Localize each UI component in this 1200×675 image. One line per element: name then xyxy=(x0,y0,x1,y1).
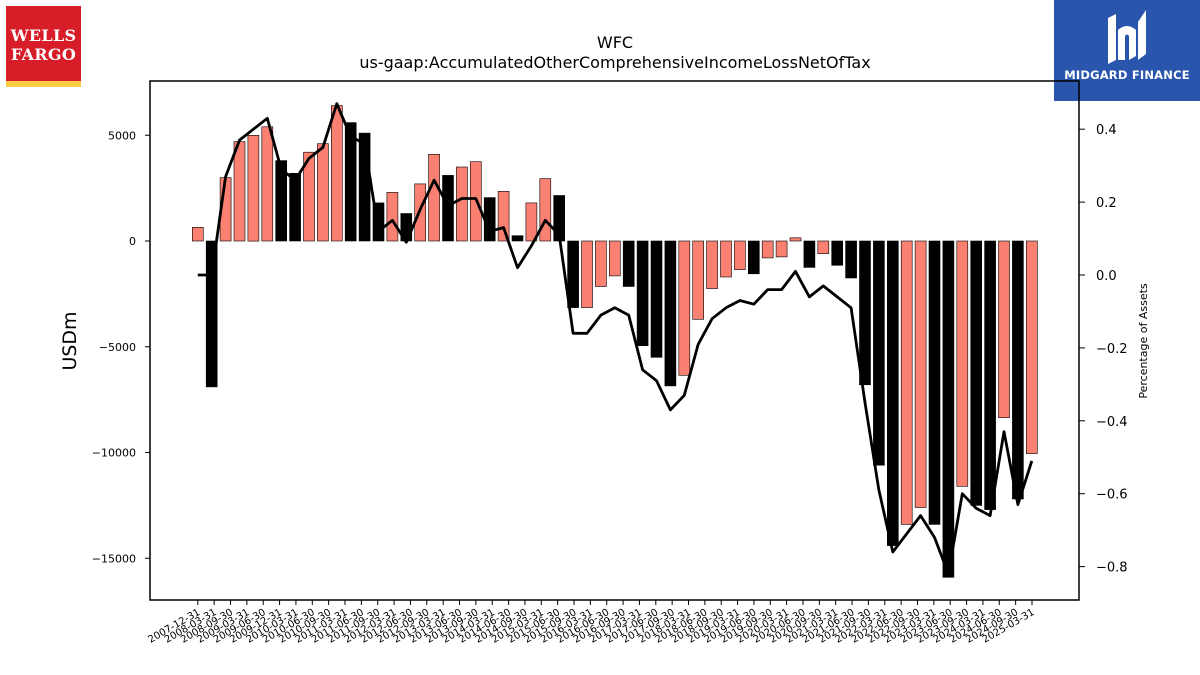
y2-axis-label: Percentage of Assets xyxy=(1137,283,1150,399)
y2-tick-label: −0.2 xyxy=(1096,342,1128,357)
percentage-of-assets-line xyxy=(197,102,1034,576)
bar xyxy=(914,240,927,508)
bar xyxy=(859,240,871,386)
bar xyxy=(511,235,524,242)
bar xyxy=(956,240,969,487)
bar xyxy=(539,178,552,242)
bar xyxy=(761,240,774,259)
chart-subtitle: us-gaap:AccumulatedOtherComprehensiveInc… xyxy=(359,53,870,72)
wells-fargo-logo-stripe xyxy=(6,81,81,87)
bar xyxy=(692,240,705,320)
y2-tick-label: 0.2 xyxy=(1096,196,1117,211)
y-axis-label: USDm xyxy=(59,311,81,370)
bar xyxy=(845,240,857,279)
bar xyxy=(428,154,440,242)
wells-fargo-logo: WELLS FARGO xyxy=(6,6,81,87)
y2-tick-label: 0.4 xyxy=(1096,123,1117,138)
bar xyxy=(192,227,204,242)
bar xyxy=(442,175,454,242)
bar xyxy=(317,143,329,242)
bar xyxy=(303,151,315,242)
bar xyxy=(942,240,955,578)
axes: 5000 0 −5000 −10000 −15000 0.4 0.2 0.0 −0.2 −0.4 −… xyxy=(92,123,1128,645)
bar xyxy=(233,141,246,242)
bar xyxy=(636,240,649,346)
wells-fargo-logo-line-2: FARGO xyxy=(10,45,77,64)
bar xyxy=(456,166,468,242)
bar xyxy=(998,240,1010,418)
bar xyxy=(747,240,760,275)
bar xyxy=(330,105,343,242)
bar xyxy=(581,240,593,308)
y-tick-label: −15000 xyxy=(92,552,136,565)
bar xyxy=(886,240,899,546)
bar xyxy=(261,126,274,242)
midgard-mark-icon xyxy=(1108,10,1146,64)
bar xyxy=(289,173,301,242)
y-tick-label: 5000 xyxy=(108,129,136,142)
y-tick-label: −10000 xyxy=(92,447,136,460)
bar xyxy=(1012,240,1024,500)
bar xyxy=(984,240,996,510)
bar xyxy=(817,240,830,254)
bar xyxy=(595,240,607,287)
midgard-finance-logo: MIDGARD FINANCE xyxy=(1054,0,1200,101)
bar xyxy=(720,240,732,278)
bar xyxy=(344,122,357,242)
bar xyxy=(372,202,385,242)
bar xyxy=(928,240,941,525)
wells-fargo-logo-line-1: WELLS xyxy=(10,26,77,45)
bar xyxy=(247,135,260,242)
bar xyxy=(525,202,538,242)
bar xyxy=(205,240,218,388)
chart-title: WFC xyxy=(597,33,633,52)
bar xyxy=(970,240,983,506)
y2-tick-label: −0.4 xyxy=(1096,415,1128,430)
y2-tick-label: 0.0 xyxy=(1096,269,1117,284)
bar xyxy=(650,240,663,358)
bar xyxy=(803,240,816,268)
bar xyxy=(900,240,913,525)
bar xyxy=(831,240,844,266)
midgard-finance-wordmark: MIDGARD FINANCE xyxy=(1064,68,1190,82)
bar xyxy=(678,240,691,376)
bar xyxy=(608,240,621,277)
bar xyxy=(1026,240,1038,454)
y-tick-label: −5000 xyxy=(99,341,136,354)
bar xyxy=(567,240,579,308)
y-tick-label: 0 xyxy=(129,235,136,248)
bar xyxy=(873,240,885,466)
bar xyxy=(386,192,399,242)
bar xyxy=(275,160,288,242)
bar xyxy=(497,191,510,242)
plot-frame xyxy=(149,80,1080,601)
y2-tick-label: −0.6 xyxy=(1096,488,1128,503)
bar-series xyxy=(192,105,1038,578)
bar xyxy=(664,240,677,387)
bar xyxy=(775,240,788,258)
bar xyxy=(734,240,746,270)
bar xyxy=(706,240,718,289)
bar xyxy=(789,237,802,242)
y2-tick-label: −0.8 xyxy=(1096,561,1128,576)
bar xyxy=(622,240,635,287)
